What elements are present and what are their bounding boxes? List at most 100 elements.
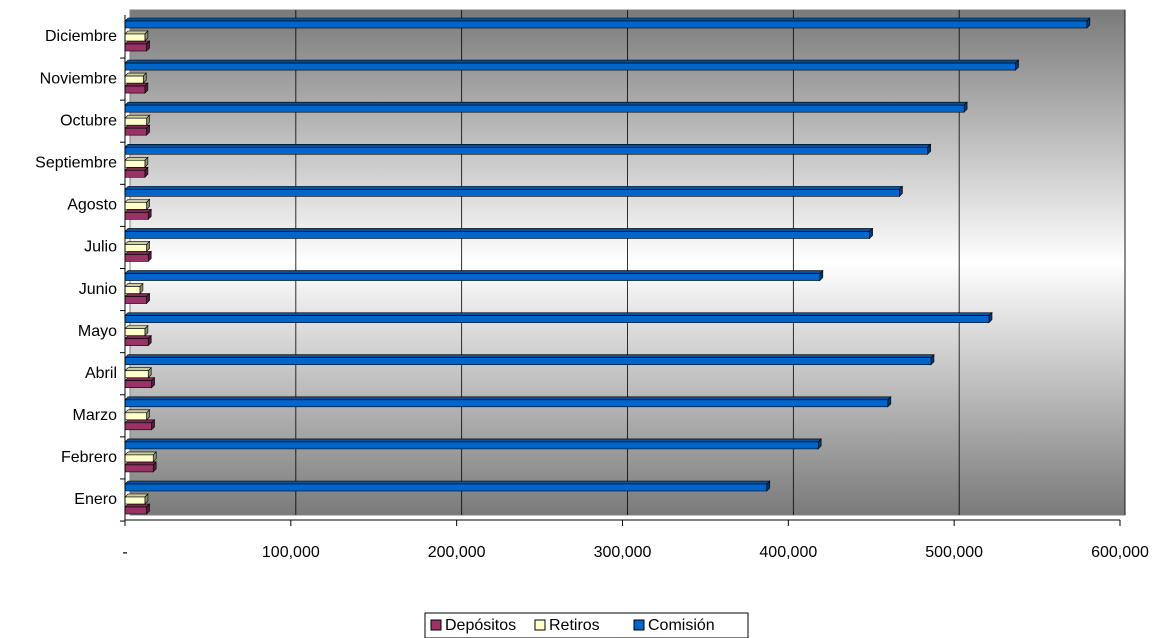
bar-face	[124, 370, 149, 379]
bar-face	[124, 231, 870, 239]
bar-face	[124, 159, 146, 168]
bar	[124, 156, 149, 168]
bar	[124, 367, 152, 379]
x-tick-label: 300,000	[594, 544, 652, 561]
y-tick-label: Febrero	[61, 449, 117, 466]
y-tick-label: Julio	[84, 239, 117, 256]
bar-top	[124, 419, 156, 424]
bar	[124, 227, 874, 240]
bar	[124, 324, 149, 337]
bar	[124, 480, 771, 492]
bar-top	[124, 228, 874, 232]
bar-face	[124, 212, 149, 220]
bar-top	[124, 367, 152, 372]
x-tick-label: -	[122, 544, 127, 561]
bar-top	[124, 270, 824, 274]
bar	[124, 461, 157, 473]
bar-face	[124, 254, 149, 262]
bar-face	[124, 464, 154, 473]
bar-face	[124, 506, 147, 515]
legend-label: Retiros	[549, 617, 600, 634]
bar-top	[124, 101, 968, 106]
bar-face	[124, 117, 147, 126]
bar-face	[124, 43, 147, 52]
bar	[124, 282, 144, 295]
bar-face	[124, 422, 152, 431]
bar-top	[124, 335, 152, 339]
bar	[124, 72, 147, 84]
y-tick-label: Junio	[79, 281, 117, 298]
bar	[124, 409, 151, 421]
bar-face	[124, 338, 149, 346]
bar-top	[124, 40, 151, 45]
legend-swatch	[430, 619, 442, 631]
bar-face	[124, 169, 146, 178]
bar-face	[124, 189, 900, 197]
bar-top	[124, 354, 935, 359]
x-tick-label: 200,000	[428, 544, 486, 561]
bar	[124, 40, 151, 52]
bar-top	[124, 72, 147, 77]
bar	[124, 30, 149, 42]
bar-top	[124, 396, 892, 401]
bar	[124, 185, 904, 198]
legend	[424, 612, 749, 638]
bar-face	[124, 146, 928, 155]
bar-top	[124, 493, 149, 498]
y-tick-label: Noviembre	[40, 70, 117, 87]
bar	[124, 354, 935, 366]
bar-top	[124, 17, 1091, 22]
bar	[124, 269, 824, 282]
bar-top	[124, 166, 149, 171]
bar-top	[124, 241, 151, 245]
x-tick-label: 400,000	[759, 544, 817, 561]
bar	[124, 311, 993, 324]
legend-label: Depósitos	[445, 617, 516, 634]
bar-top	[124, 82, 149, 87]
bar-top	[124, 312, 993, 316]
bar-top	[124, 156, 149, 161]
bar-top	[124, 325, 149, 329]
legend-swatch	[534, 619, 546, 631]
bar-top	[124, 293, 151, 297]
bar-top	[124, 59, 1020, 64]
bar	[124, 493, 149, 505]
bar	[124, 124, 151, 136]
bar-face	[124, 85, 146, 94]
bar	[124, 451, 157, 463]
bar-top	[124, 114, 151, 119]
y-tick-label: Octubre	[60, 112, 117, 129]
bar	[124, 59, 1020, 71]
legend-label: Comisión	[648, 617, 715, 634]
bar	[124, 250, 152, 263]
bar	[124, 198, 151, 211]
legend-swatch	[633, 619, 645, 631]
bar	[124, 419, 156, 431]
bar-top	[124, 377, 156, 382]
bar-face	[124, 454, 154, 463]
bar-face	[124, 286, 141, 294]
y-tick-label: Mayo	[78, 323, 117, 340]
bar-face	[124, 202, 147, 210]
bar	[124, 166, 149, 178]
bar-top	[124, 461, 157, 466]
y-tick-label: Abril	[85, 365, 117, 382]
bar-top	[124, 124, 151, 129]
y-tick-label: Agosto	[67, 197, 117, 214]
bar-top	[124, 30, 149, 35]
bar-top	[124, 209, 152, 213]
y-tick-label: Enero	[74, 491, 117, 508]
bar-face	[124, 399, 889, 408]
bar	[124, 143, 932, 155]
bar-face	[124, 33, 146, 42]
bar	[124, 101, 968, 113]
bar	[124, 114, 151, 126]
bar-face	[124, 328, 146, 336]
bar	[124, 17, 1091, 29]
bar-top	[124, 199, 151, 203]
bar	[124, 377, 156, 389]
bar	[124, 208, 152, 221]
bar	[124, 292, 151, 305]
bar-face	[124, 357, 932, 366]
